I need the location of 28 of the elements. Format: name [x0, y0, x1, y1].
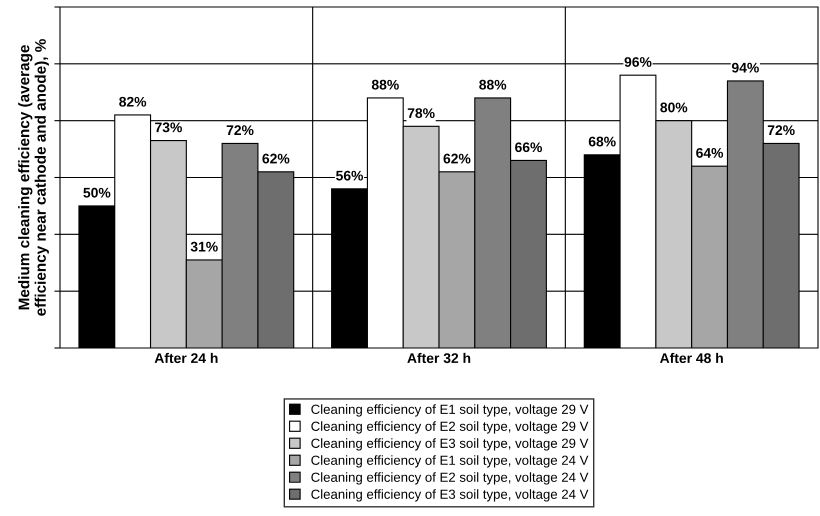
- legend-label: Cleaning efficiency of E2 soil type, voltage 29 V: [311, 421, 588, 434]
- data-label: 88%: [372, 80, 399, 90]
- data-label: 72%: [226, 125, 254, 136]
- data-label: 78%: [408, 108, 435, 118]
- data-label: 50%: [83, 188, 110, 198]
- legend-label: Cleaning efficiency of E3 soil type, voltage 24 V: [311, 489, 588, 502]
- data-label: 94%: [732, 62, 759, 73]
- data-label: 64%: [696, 148, 724, 158]
- data-label: 96%: [624, 57, 652, 67]
- data-label: 73%: [155, 122, 182, 132]
- legend-label: Cleaning efficiency of E2 soil type, voltage 24 V: [311, 472, 588, 485]
- data-label: 88%: [479, 80, 506, 90]
- data-label: 68%: [588, 136, 616, 146]
- data-label: 80%: [660, 102, 688, 112]
- x-tick-label: After 24 h: [154, 352, 218, 364]
- legend-label: Cleaning efficiency of E1 soil type, voltage 24 V: [311, 455, 588, 468]
- data-label: 72%: [768, 125, 795, 136]
- x-tick-label: After 48 h: [660, 352, 723, 364]
- data-label: 56%: [336, 170, 364, 181]
- legend-label: Cleaning efficiency of E1 soil type, voltage 29 V: [311, 404, 588, 417]
- data-label: 82%: [119, 96, 146, 107]
- data-label: 62%: [262, 154, 290, 164]
- legend-label: Cleaning efficiency of E3 soil type, voltage 29 V: [311, 438, 588, 451]
- x-tick-label: After 32 h: [407, 352, 470, 364]
- y-axis-title: Medium cleaning efficiency (average efficiency near cathode and anode), %: [18, 39, 49, 316]
- data-label: 62%: [444, 154, 470, 164]
- data-label: 31%: [190, 242, 218, 252]
- data-label: 66%: [515, 142, 542, 152]
